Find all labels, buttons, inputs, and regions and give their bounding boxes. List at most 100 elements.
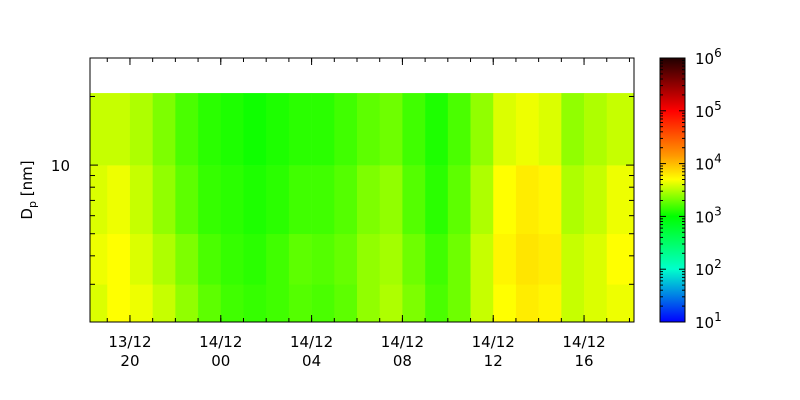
heatmap-cell (107, 93, 131, 166)
heatmap-cell (311, 284, 335, 323)
heatmap-cell (198, 165, 222, 235)
heatmap-cell (425, 93, 449, 166)
colorbar-tick-label: 101 (695, 310, 722, 332)
heatmap-cell (107, 165, 131, 235)
colorbar-tick-base: 10 (695, 50, 714, 68)
heatmap-cell (90, 284, 108, 323)
heatmap-cell (379, 165, 403, 235)
heatmap-cell (470, 233, 494, 285)
x-tick-label: 04 (302, 352, 321, 370)
heatmap-cell (470, 284, 494, 323)
heatmap-cell (266, 93, 290, 166)
x-tick-date: 14/12 (290, 333, 333, 351)
heatmap-cell (198, 93, 222, 166)
heatmap-cell (493, 233, 517, 285)
heatmap-cell (402, 165, 426, 235)
heatmap-cell (584, 233, 608, 285)
heatmap-cell (402, 284, 426, 323)
heatmap-cell (90, 93, 108, 166)
colorbar-tick-label: 104 (695, 152, 722, 174)
heatmap-cell (243, 165, 267, 235)
heatmap-cell (129, 93, 153, 166)
heatmap-cell (357, 233, 381, 285)
x-tick-date: 14/12 (199, 333, 242, 351)
heatmap-cell (561, 233, 585, 285)
heatmap-cell (175, 165, 199, 235)
heatmap-cell (357, 165, 381, 235)
heatmap-cell (243, 233, 267, 285)
heatmap-cell (538, 93, 562, 166)
heatmap-cell (220, 284, 244, 323)
heatmap-cell (402, 233, 426, 285)
heatmap-cell (606, 233, 635, 285)
heatmap-cell (243, 93, 267, 166)
x-tick-date: 14/12 (472, 333, 515, 351)
heatmap-cell (311, 165, 335, 235)
heatmap-cell (493, 165, 517, 235)
heatmap-cell (129, 233, 153, 285)
heatmap-cell (129, 165, 153, 235)
colorbar-tick-base: 10 (695, 103, 714, 121)
heatmap-cell (266, 284, 290, 323)
colorbar-tick-exponent: 6 (714, 46, 722, 60)
heatmap-cell (561, 284, 585, 323)
colorbar-tick-base: 10 (695, 208, 714, 226)
x-tick-label: 20 (120, 352, 139, 370)
heatmap-cell (447, 165, 471, 235)
heatmap-cell (515, 93, 539, 166)
heatmap-cell (493, 93, 517, 166)
x-tick-label: 08 (393, 352, 412, 370)
heatmap-cell (90, 165, 108, 235)
heatmap-cell (357, 284, 381, 323)
heatmap-cell (129, 284, 153, 323)
heatmap-cell (334, 165, 358, 235)
heatmap-cell (425, 233, 449, 285)
heatmap-cell (107, 233, 131, 285)
heatmap-cell (379, 93, 403, 166)
colorbar-tick-label: 102 (695, 257, 722, 279)
heatmap-cell (447, 93, 471, 166)
heatmap-cell (220, 93, 244, 166)
colorbar-tick-exponent: 4 (714, 152, 722, 166)
heatmap-cell (379, 233, 403, 285)
heatmap-cell (425, 165, 449, 235)
heatmap-cell (584, 165, 608, 235)
heatmap-cell (334, 284, 358, 323)
colorbar-tick-exponent: 2 (714, 257, 722, 271)
heatmap-cell (266, 165, 290, 235)
heatmap-cell (107, 284, 131, 323)
heatmap-cell (515, 284, 539, 323)
x-tick-date: 14/12 (381, 333, 424, 351)
colorbar-tick-base: 10 (695, 261, 714, 279)
heatmap-cell (152, 93, 176, 166)
heatmap-cell (311, 93, 335, 166)
heatmap-cell (447, 284, 471, 323)
heatmap-cell (357, 93, 381, 166)
heatmap-cell (334, 93, 358, 166)
x-tick-label: 16 (575, 352, 594, 370)
heatmap-cell (152, 284, 176, 323)
heatmap-cell (152, 233, 176, 285)
heatmap-cell (334, 233, 358, 285)
heatmap-cell (266, 233, 290, 285)
colorbar-tick-base: 10 (695, 314, 714, 332)
heatmap-cell (561, 93, 585, 166)
heatmap-cell (288, 284, 312, 323)
x-tick-label: 12 (484, 352, 503, 370)
heatmap-cell (243, 284, 267, 323)
heatmap-cell (175, 233, 199, 285)
colorbar-tick-label: 103 (695, 204, 722, 226)
heatmap-cell (447, 233, 471, 285)
heatmap-cell (175, 284, 199, 323)
colorbar-tick-exponent: 3 (714, 204, 722, 218)
colorbar (659, 57, 686, 323)
heatmap-cell (493, 284, 517, 323)
heatmap-cell (538, 165, 562, 235)
heatmap-cell (470, 165, 494, 235)
heatmap-cell (175, 93, 199, 166)
heatmap-cell (561, 165, 585, 235)
heatmap-cell (152, 165, 176, 235)
heatmap-cell (606, 93, 635, 166)
heatmap-cell (198, 233, 222, 285)
